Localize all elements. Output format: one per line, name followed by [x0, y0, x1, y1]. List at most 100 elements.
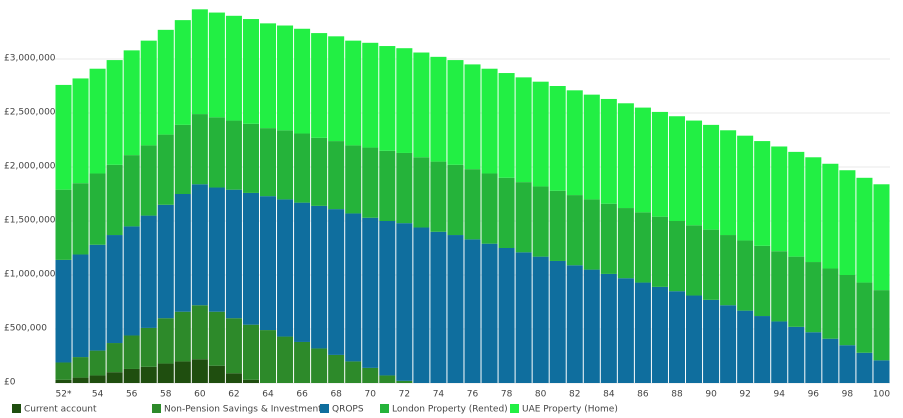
bar-segment — [55, 84, 72, 190]
bar-segment — [634, 282, 651, 383]
bar-segment — [106, 235, 123, 344]
bar-segment — [737, 135, 754, 241]
bar-segment — [600, 98, 617, 204]
x-tick-label: 58 — [160, 390, 172, 400]
bar-segment — [123, 368, 140, 383]
bar-segment — [379, 221, 396, 376]
bar-segment — [771, 146, 788, 252]
bar-segment — [566, 90, 583, 196]
bar-segment — [532, 256, 549, 383]
bar-segment — [873, 290, 890, 361]
bar-segment — [515, 252, 532, 383]
bar-segment — [277, 199, 294, 337]
bar-segment — [413, 227, 430, 383]
bar-segment — [430, 161, 447, 232]
legend-swatch — [152, 404, 161, 413]
bar-segment — [788, 151, 805, 257]
bar-segment — [396, 380, 413, 383]
bar-segment — [328, 36, 345, 142]
bar-segment — [328, 141, 345, 210]
bar-segment — [55, 189, 72, 260]
bar-segment — [413, 52, 430, 158]
bar-segment — [805, 332, 822, 383]
bar-segment — [822, 338, 839, 383]
bar-segment — [464, 169, 481, 240]
bar-segment — [788, 256, 805, 327]
bar-segment — [174, 311, 191, 362]
bar-segment — [839, 345, 856, 383]
bar-segment — [208, 311, 225, 366]
bar-segment — [668, 221, 686, 292]
bar-segment — [345, 145, 362, 214]
bar-segment — [498, 177, 515, 248]
bar-segment — [566, 195, 583, 266]
bar-segment — [600, 203, 617, 274]
bar-segment — [157, 318, 174, 364]
bar-segment — [839, 275, 856, 346]
bar-segment — [515, 77, 532, 183]
x-tick-label: 92 — [739, 390, 750, 400]
bar-segment — [413, 157, 430, 228]
bar-segment — [362, 367, 379, 383]
bar-segment — [686, 225, 703, 296]
legend-label: Non-Pension Savings & Investments — [164, 405, 327, 415]
bar-segment — [242, 379, 259, 383]
bar-segment — [481, 68, 498, 174]
bar-segment — [617, 208, 634, 279]
bar-segment — [617, 278, 634, 383]
bar-segment — [754, 316, 771, 383]
y-tick-label: £2,500,000 — [4, 108, 56, 118]
bar-segment — [805, 262, 822, 333]
bar-segment — [532, 186, 549, 257]
x-tick-label: 80 — [535, 390, 547, 400]
bar-segment — [668, 291, 686, 383]
bar-segment — [549, 190, 566, 261]
bar-segment — [839, 170, 856, 275]
bar-segment — [311, 348, 328, 383]
bar-segment — [771, 251, 788, 322]
bar-segment — [481, 173, 498, 244]
bar-segment — [174, 124, 191, 194]
bar-segment — [856, 282, 873, 353]
bar-segment — [737, 240, 754, 311]
x-tick-label: 56 — [126, 390, 138, 400]
y-tick-label: £1,000,000 — [4, 270, 56, 280]
bar-segment — [140, 215, 157, 328]
x-tick-label: 88 — [671, 390, 683, 400]
x-tick-label: 70 — [365, 390, 377, 400]
bar-segment — [856, 177, 873, 283]
x-tick-label: 68 — [330, 390, 342, 400]
bar-segment — [259, 128, 277, 197]
legend-label: London Property (Rented) — [392, 405, 508, 415]
legend-swatch — [380, 404, 389, 413]
bar-segment — [72, 78, 89, 184]
bar-segment — [72, 377, 89, 383]
x-tick-label: 86 — [637, 390, 649, 400]
legend-swatch — [320, 404, 329, 413]
bar-segment — [259, 330, 277, 383]
bar-segment — [277, 25, 294, 131]
bar-segment — [430, 231, 447, 383]
bar-segment — [123, 50, 140, 156]
bar-segment — [225, 318, 242, 374]
bar-segment — [191, 305, 208, 360]
bar-segment — [481, 243, 498, 383]
bar-segment — [89, 68, 106, 174]
bar-segment — [703, 229, 720, 300]
x-tick-label: 84 — [603, 390, 615, 400]
bar-segment — [532, 81, 549, 187]
bar-segment — [242, 19, 259, 124]
bar-segment — [328, 354, 345, 383]
bar-segment — [294, 341, 311, 383]
bar-segment — [600, 273, 617, 383]
bar-segment — [396, 152, 413, 224]
bar-segment — [788, 326, 805, 383]
y-tick-label: £2,000,000 — [4, 162, 56, 172]
bar-segment — [583, 269, 600, 383]
bar-segment — [345, 361, 362, 383]
bar-segment — [464, 64, 481, 170]
bar-segment — [225, 373, 242, 383]
bar-segment — [498, 73, 515, 178]
bar-segment — [668, 116, 686, 221]
